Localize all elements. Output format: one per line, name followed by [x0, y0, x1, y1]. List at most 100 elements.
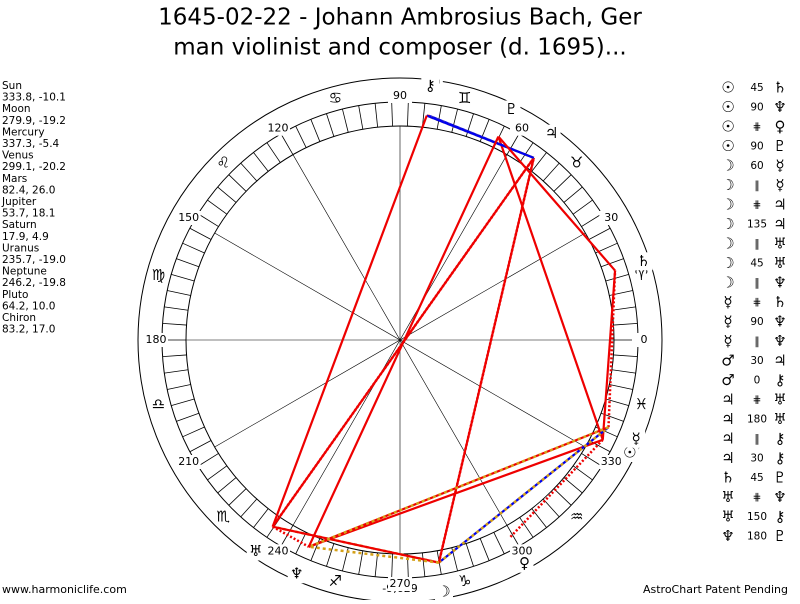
planet-glyph: ☽: [437, 583, 450, 600]
aspect-type: ‖: [754, 336, 759, 348]
aspect-type: 45: [750, 472, 763, 484]
aspect-from: ☽: [721, 196, 734, 214]
sign-glyph: ♋: [329, 89, 342, 107]
aspect-to: ♄: [773, 79, 786, 97]
aspect-from: ♂: [721, 352, 734, 370]
aspect-to: ♆: [773, 274, 786, 292]
planet-glyph: ♀: [519, 554, 530, 572]
aspect-from: ♃: [721, 430, 734, 448]
aspect-type: ‖: [754, 180, 759, 192]
planet-glyph: ♇: [505, 100, 518, 118]
planet-position: 333.8, -10.1: [2, 92, 66, 104]
aspect-to: ♀: [775, 118, 786, 136]
aspect-type: 45: [750, 258, 763, 270]
aspect-type: ‖: [754, 238, 759, 250]
aspect-from: ☽: [721, 176, 734, 194]
sign-glyph: ♒: [570, 507, 583, 525]
aspect-to: ♆: [773, 488, 786, 506]
aspect-to: ⚷: [775, 508, 786, 526]
aspect-to: ⚷: [775, 371, 786, 389]
planet-name: Jupiter: [1, 196, 37, 208]
degree-label: 270: [390, 577, 411, 590]
aspect-to: ♅: [773, 254, 786, 272]
planet-position: 82.4, 26.0: [2, 184, 55, 196]
aspect-type: 90: [750, 316, 763, 328]
aspect-to: ⚷: [775, 449, 786, 467]
planet-name: Chiron: [2, 312, 36, 324]
degree-label: 150: [178, 211, 199, 224]
aspect-to: ♆: [773, 313, 786, 331]
aspect-from: ☽: [721, 157, 734, 175]
aspect-from: ☿: [723, 293, 732, 311]
sign-glyph: ♉: [570, 154, 583, 172]
aspect-to: ♃: [773, 196, 786, 214]
aspect-from: ☿: [723, 332, 732, 350]
aspect-from: ☽: [721, 274, 734, 292]
aspect-from: ♅: [721, 508, 734, 526]
aspect-from: ♃: [721, 449, 734, 467]
aspect-from: ☿: [723, 313, 732, 331]
sign-glyph: ♓: [635, 395, 648, 413]
planet-position: 235.7, -19.0: [2, 254, 66, 266]
planet-position: 83.2, 17.0: [2, 324, 55, 336]
planet-name: Sun: [2, 80, 22, 92]
sign-glyph: ♌: [216, 154, 229, 172]
aspect-type: 60: [750, 160, 763, 172]
aspect-type: 90: [750, 102, 763, 114]
planet-name: Venus: [2, 150, 34, 162]
planet-name: Saturn: [2, 219, 37, 231]
aspect-from: ☉: [721, 118, 734, 136]
planet-glyph: ♅: [249, 542, 262, 560]
sign-glyph: ♐: [329, 572, 342, 590]
planet-name: Mercury: [2, 126, 45, 138]
planet-position: 64.2, 10.0: [2, 300, 55, 312]
aspect-type: ⋕: [753, 121, 762, 133]
degree-label: 30: [604, 211, 618, 224]
aspect-type: 30: [750, 355, 763, 367]
aspect-to: ♇: [773, 469, 786, 487]
aspect-to: ⚷: [775, 430, 786, 448]
aspect-type: ⋕: [753, 199, 762, 211]
footer-left: www.harmoniclife.com: [2, 583, 127, 596]
aspect-type: 150: [747, 511, 767, 523]
degree-label: 330: [601, 455, 622, 468]
degree-label: 90: [393, 89, 407, 102]
planet-name: Moon: [2, 103, 31, 115]
planet-glyph: ♃: [545, 124, 558, 142]
planet-glyph: ♄: [637, 252, 650, 270]
sign-glyph: ♎: [152, 395, 165, 413]
sign-glyph: ♏: [216, 507, 230, 525]
degree-label: 0: [641, 333, 648, 346]
planet-name: Mars: [2, 173, 27, 185]
aspect-type: ‖: [754, 433, 759, 445]
aspect-to: ♃: [773, 352, 786, 370]
aspect-from: ♆: [721, 527, 734, 545]
footer-right: AstroChart Patent Pending: [643, 583, 788, 596]
aspect-type: 0: [754, 375, 761, 387]
aspect-from: ♅: [721, 488, 734, 506]
aspect-type: ⋕: [753, 394, 762, 406]
planet-name: Uranus: [2, 242, 39, 254]
aspect-type: 180: [747, 414, 767, 426]
planet-glyph: ☿: [632, 429, 641, 447]
aspect-to: ♆: [773, 98, 786, 116]
aspect-to: ♇: [773, 527, 786, 545]
planet-position: 53.7, 18.1: [2, 208, 55, 220]
aspect-to: ♆: [773, 332, 786, 350]
planet-glyph: ⚷: [425, 76, 436, 94]
planet-name: Neptune: [2, 266, 47, 278]
degree-label: 60: [515, 122, 529, 135]
aspect-type: ‖: [754, 277, 759, 289]
sign-glyph: ♊: [458, 89, 471, 107]
planet-position: 337.3, -5.4: [2, 138, 60, 150]
title-line: 1645-02-22 - Johann Ambrosius Bach, Ger: [158, 5, 642, 31]
aspect-from: ☽: [721, 215, 734, 233]
aspect-type: 90: [750, 141, 763, 153]
sign-glyph: ♍: [152, 266, 165, 284]
aspect-to: ♅: [773, 235, 786, 253]
aspect-type: 135: [747, 219, 767, 231]
aspect-to: ☿: [775, 176, 784, 194]
degree-label: 120: [268, 122, 289, 135]
title-line: man violinist and composer (d. 1695)...: [173, 35, 626, 61]
aspect-type: ⋕: [753, 492, 762, 504]
